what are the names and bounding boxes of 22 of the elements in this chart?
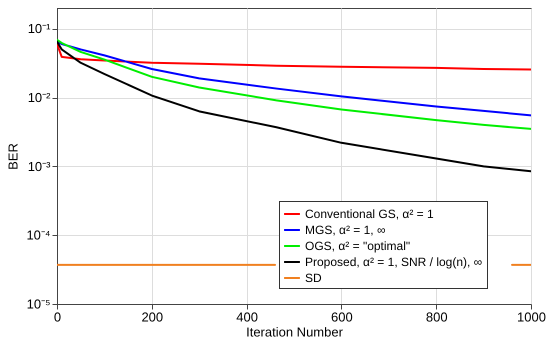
line-series [57, 42, 531, 71]
legend-label: Proposed, α² = 1, SNR / log(n), ∞ [305, 255, 483, 269]
legend-label: OGS, α² = "optimal" [305, 239, 410, 253]
legend-label: Conventional GS, α² = 1 [305, 207, 434, 221]
legend-label: SD [305, 271, 322, 285]
x-tick-label: 800 [426, 310, 448, 324]
y-axis-title: BER [5, 143, 20, 170]
x-tick-label: 1000 [517, 310, 546, 324]
y-tick-label: 10⁻³ [28, 158, 52, 174]
line-series [57, 38, 531, 130]
x-tick-label: 400 [236, 310, 258, 324]
line-series [57, 40, 531, 172]
x-tick-label: 600 [331, 310, 353, 324]
y-tick-label: 10⁻⁵ [26, 296, 50, 312]
x-tick-label: 200 [141, 310, 164, 324]
legend-label: MGS, α² = 1, ∞ [305, 223, 386, 237]
y-tick-label: 10⁻² [28, 90, 52, 106]
line-series [57, 40, 531, 116]
y-tick-label: 10⁻¹ [28, 21, 52, 36]
x-tick-label: 0 [54, 310, 62, 324]
y-tick-label: 10⁻⁴ [26, 228, 50, 243]
x-axis-title: Iteration Number [246, 324, 344, 340]
